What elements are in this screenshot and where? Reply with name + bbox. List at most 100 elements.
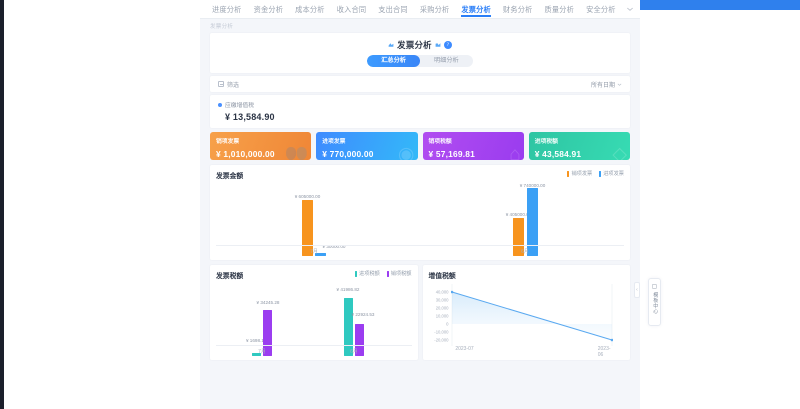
app-left-rail <box>0 0 4 409</box>
page-title: 发票分析 <box>397 40 432 50</box>
right-blank-area <box>640 10 800 409</box>
x-axis-line <box>216 245 624 246</box>
kpi-card-value: ¥ 43,584.91 <box>534 149 582 159</box>
kpi-card-output-invoice[interactable]: 销项发票 ¥ 1,010,000.00 👥 <box>210 132 312 160</box>
kpi-card-input-invoice[interactable]: 进项发票 ¥ 770,000.00 ◉ <box>316 132 418 160</box>
y-axis-tick: -10,000 <box>434 329 449 335</box>
legend-swatch-icon <box>386 270 389 277</box>
segmented-summary[interactable]: 汇总分析 <box>367 55 420 67</box>
invoice-analysis-page: 发票分析 发票分析 ? 汇总分析 明细分析 筛选 所有日期 <box>200 19 640 409</box>
tab-cost-analysis[interactable]: 成本分析 <box>295 4 325 14</box>
top-accent-strip <box>640 0 800 10</box>
chart-legend[interactable]: 销项发票 进项发票 <box>567 170 624 177</box>
coins-icon: ◉ <box>397 144 415 160</box>
tab-invoice-analysis[interactable]: 发票分析 <box>455 0 497 18</box>
analysis-tab-bar[interactable]: 进度分析 资金分析 成本分析 收入合同 支出合同 采购分析 发票分析 财务分析 … <box>200 0 640 19</box>
panel-collapse-handle[interactable]: ‹ <box>634 282 640 298</box>
chart-legend[interactable]: 进项税额 销项税额 <box>354 270 412 277</box>
kpi-card-label: 进项税额 <box>534 139 558 145</box>
bar-output-jun[interactable] <box>513 218 524 256</box>
y-axis-tick: 40,000 <box>435 289 449 295</box>
chart-plot-area: ¥ 1698.11 ¥ 34245.28 7月 ¥ 41986.82 ¥ 229… <box>216 284 412 356</box>
bottom-chart-row: 发票税额 进项税额 销项税额 ¥ 1698.11 ¥ 3424 <box>210 265 630 360</box>
diamond-icon: ◇ <box>612 144 627 160</box>
chart-title: 增值税额 <box>428 273 456 280</box>
bar-label: ¥ 1698.11 <box>245 338 267 343</box>
y-axis-tick: 20,000 <box>435 305 449 311</box>
date-range-selector[interactable]: 所有日期 <box>591 80 622 89</box>
chart-plot-area: ¥ 605000.00 ¥ 30000.00 7月 ¥ 405000.00 ¥ … <box>216 183 624 256</box>
vat-area-series[interactable] <box>450 284 613 346</box>
bar-output-tax-jul[interactable] <box>263 310 272 356</box>
people-icon: 👥 <box>284 144 309 160</box>
bar-output-jul[interactable] <box>302 200 313 256</box>
bar-input-tax-jul[interactable] <box>252 353 261 356</box>
kpi-card-label: 进项发票 <box>322 139 346 145</box>
legend-item[interactable]: 进项税额 <box>354 270 380 277</box>
kpi-card-value: ¥ 1,010,000.00 <box>216 149 275 159</box>
y-axis-tick: 0 <box>446 321 449 327</box>
date-range-value: 所有日期 <box>590 82 615 89</box>
segmented-detail[interactable]: 明细分析 <box>434 57 459 64</box>
sparkle-icon <box>435 43 441 47</box>
legend-label: 进项发票 <box>603 171 624 177</box>
chevron-down-icon <box>617 83 622 86</box>
kpi-card-value: ¥ 57,169.81 <box>428 149 475 159</box>
vat-payable-banner: 应缴增值税 ¥ 13,584.90 <box>210 95 630 128</box>
bar-input-tax-jun[interactable] <box>344 298 353 356</box>
legend-label: 进项税额 <box>358 271 380 277</box>
legend-swatch-icon <box>567 170 570 177</box>
tab-procurement-analysis[interactable]: 采购分析 <box>419 4 450 14</box>
question-circle-icon[interactable]: ? <box>443 41 452 49</box>
tab-safety-analysis[interactable]: 安全分析 <box>586 4 616 14</box>
legend-swatch-icon <box>599 170 602 177</box>
filter-label: 筛选 <box>227 82 240 89</box>
filter-bar: 筛选 所有日期 <box>210 76 630 92</box>
chevron-down-icon[interactable] <box>626 5 634 13</box>
template-center-tab[interactable]: ▢ 模板中心 <box>648 278 661 326</box>
bar-input-jul[interactable] <box>315 253 326 256</box>
vat-payable-value: ¥ 13,584.90 <box>225 112 275 122</box>
kpi-card-label: 销项税额 <box>428 139 452 145</box>
chart-title: 发票金额 <box>216 173 244 180</box>
filter-button[interactable]: 筛选 <box>218 80 239 89</box>
legend-swatch-icon <box>354 270 357 277</box>
x-axis-label: 6月 <box>521 249 529 255</box>
sparkle-icon <box>388 43 394 47</box>
kpi-card-row: 销项发票 ¥ 1,010,000.00 👥 进项发票 ¥ 770,000.00 … <box>210 132 630 160</box>
kpi-card-output-tax[interactable]: 销项税额 ¥ 57,169.81 ⌂ <box>422 132 524 160</box>
chart-plot-area: 40,000 30,000 20,000 10,000 0 -10,000 -2… <box>429 284 625 358</box>
house-icon: ⌂ <box>509 144 521 160</box>
breadcrumb: 发票分析 <box>200 19 640 33</box>
chart-invoice-tax: 发票税额 进项税额 销项税额 ¥ 1698.11 ¥ 3424 <box>210 265 418 360</box>
y-axis-tick: -20,000 <box>434 337 449 343</box>
bar-label: ¥ 405000.00 <box>505 212 532 217</box>
legend-item[interactable]: 进项发票 <box>599 170 624 177</box>
chart-title: 发票税额 <box>216 273 244 280</box>
tab-fund-analysis[interactable]: 资金分析 <box>253 4 284 14</box>
bar-label: ¥ 740000.00 <box>519 183 546 188</box>
kpi-card-input-tax[interactable]: 进项税额 ¥ 43,584.91 ◇ <box>528 132 630 160</box>
kpi-card-label: 销项发票 <box>216 139 240 145</box>
chart-invoice-amount: 发票金额 销项发票 进项发票 ¥ 605000.00 ¥ 30000.00 7月 <box>210 165 630 260</box>
legend-item[interactable]: 销项发票 <box>567 170 592 177</box>
chart-vat-amount: 增值税额 40,000 30,000 20,000 10,000 0 -10,0… <box>422 265 630 360</box>
breadcrumb-label: 发票分析 <box>210 24 234 30</box>
tab-quality-analysis[interactable]: 质量分析 <box>544 4 575 14</box>
bar-label: ¥ 22924.53 <box>351 312 375 317</box>
y-axis-tick: 10,000 <box>435 313 449 319</box>
legend-label: 销项发票 <box>571 171 593 177</box>
kpi-card-value: ¥ 770,000.00 <box>322 149 374 159</box>
bar-output-tax-jun[interactable] <box>355 324 364 356</box>
tab-finance-analysis[interactable]: 财务分析 <box>502 4 533 14</box>
bar-label: ¥ 30000.00 <box>322 244 346 249</box>
tab-expense-contract[interactable]: 支出合同 <box>378 4 408 14</box>
bar-input-jun[interactable] <box>527 188 538 256</box>
x-axis-label: 2023-07 <box>455 346 474 352</box>
tab-income-contract[interactable]: 收入合同 <box>336 4 367 14</box>
analysis-mode-segmented[interactable]: 汇总分析 明细分析 <box>210 53 630 73</box>
bar-label: ¥ 605000.00 <box>294 194 321 199</box>
tab-progress-analysis[interactable]: 进度分析 <box>212 4 242 14</box>
legend-item[interactable]: 销项税额 <box>386 270 412 277</box>
vat-payable-label: 应缴增值税 <box>225 103 254 109</box>
